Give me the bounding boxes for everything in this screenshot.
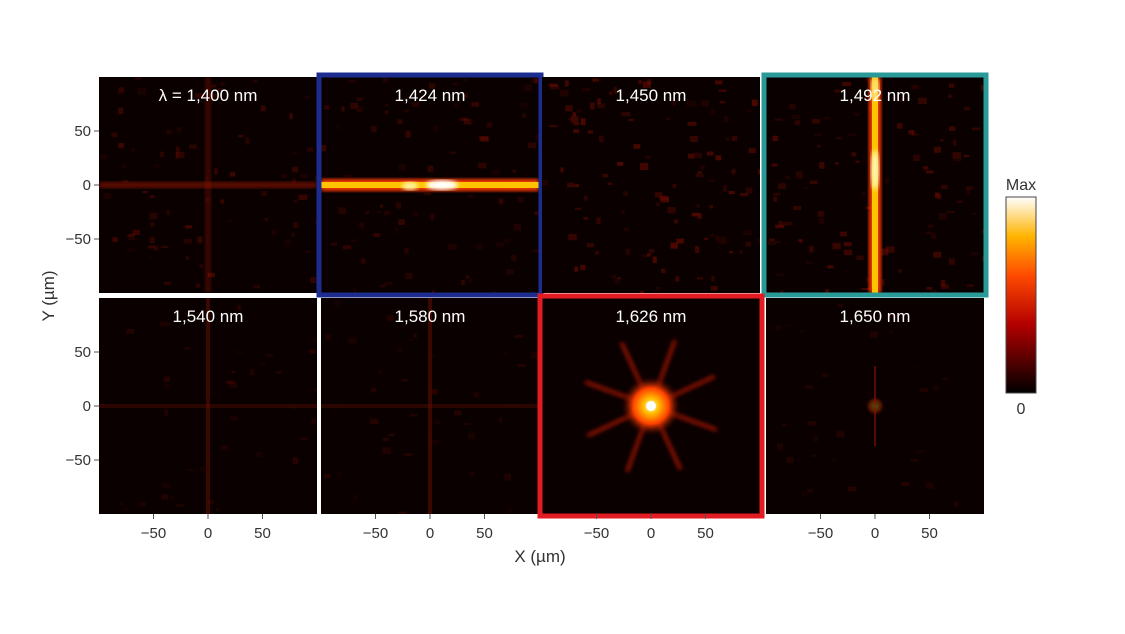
heatmap-panel-1540: 1,540 nm [99, 298, 317, 514]
x-tick-label: 50 [476, 525, 493, 542]
panel-label: 1,424 nm [395, 86, 466, 105]
x-tick-label: 50 [697, 525, 714, 542]
panel-label: 1,492 nm [840, 86, 911, 105]
panel-intensity [321, 77, 539, 293]
panel-label: 1,650 nm [840, 307, 911, 326]
y-tick-label: −50 [66, 231, 91, 248]
x-tick-label: 50 [254, 525, 271, 542]
x-tick-label: 0 [204, 525, 212, 542]
x-tick-label: −50 [141, 525, 166, 542]
x-tick-label: 0 [426, 525, 434, 542]
panel-intensity [767, 77, 984, 293]
panel-highlight-frame [761, 72, 989, 298]
panel-intensity [321, 298, 539, 514]
colorbar-max-label: Max [1006, 177, 1036, 194]
y-axis-title: Y (µm) [39, 270, 58, 321]
panel-intensity [774, 303, 959, 508]
heatmap-panel-1650: 1,650 nm [766, 298, 984, 514]
colorbar-min-label: 0 [1017, 401, 1026, 418]
ticks-layer: −50 0 50 −50 0 50 −50 0 50 −50 0 50 50 0 −50 50 0 −50 [66, 123, 938, 542]
x-tick-label: 0 [647, 525, 655, 542]
x-tick-label: −50 [363, 525, 388, 542]
panel-highlight-frame [316, 72, 544, 298]
panel-label: λ = 1,400 nm [159, 86, 258, 105]
panel-intensity [542, 78, 760, 293]
colorbar-gradient [1005, 196, 1037, 394]
y-tick-label: 50 [74, 344, 91, 361]
x-tick-label: 0 [871, 525, 879, 542]
panel-label: 1,626 nm [616, 307, 687, 326]
panel-intensity [99, 77, 317, 293]
x-tick-label: −50 [808, 525, 833, 542]
x-tick-label: 50 [921, 525, 938, 542]
x-tick-label: −50 [584, 525, 609, 542]
panel-intensity [99, 298, 317, 514]
x-axis-title: X (µm) [514, 547, 565, 566]
y-tick-label: 0 [83, 177, 91, 194]
y-tick-label: −50 [66, 452, 91, 469]
panels-layer: λ = 1,400 nm 1,424 nm 1,450 nm 1,492 nm 1,54… [99, 72, 989, 519]
heatmap-panel-1580: 1,580 nm [321, 298, 539, 514]
heatmap-panel-1400: λ = 1,400 nm [99, 77, 317, 293]
heatmap-panel-1424: 1,424 nm [316, 72, 544, 298]
y-tick-label: 50 [74, 123, 91, 140]
panel-label: 1,580 nm [395, 307, 466, 326]
panel-intensity [584, 339, 718, 473]
panel-label: 1,450 nm [616, 86, 687, 105]
heatmap-panel-1492: 1,492 nm [761, 72, 989, 298]
panel-label: 1,540 nm [173, 307, 244, 326]
colorbar: Max 0 [1005, 177, 1037, 418]
heatmap-panel-1626: 1,626 nm [537, 293, 765, 519]
y-tick-label: 0 [83, 398, 91, 415]
heatmap-panel-1450: 1,450 nm [542, 77, 760, 293]
